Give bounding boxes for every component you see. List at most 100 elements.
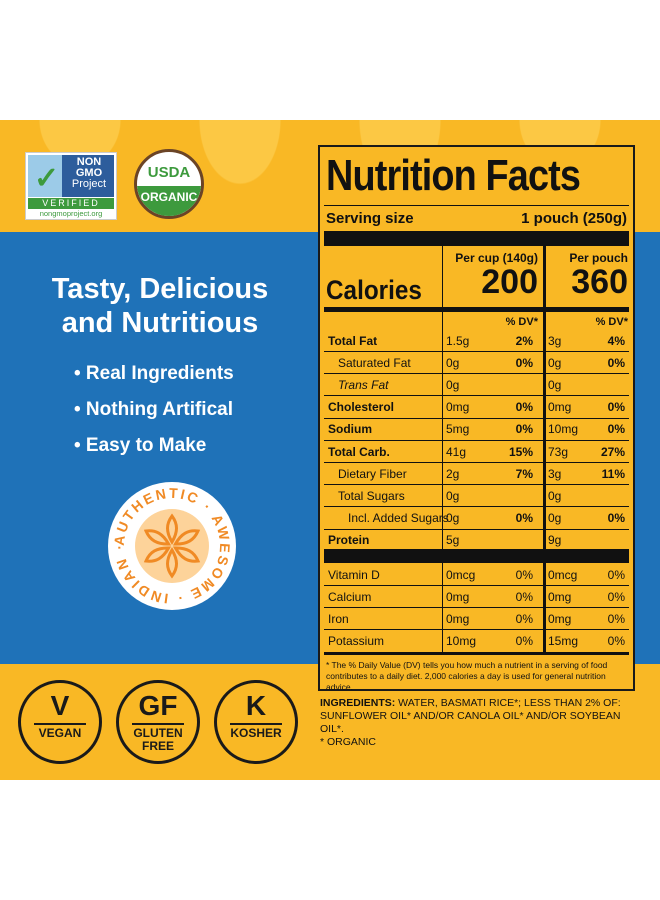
dv-header: % DV*	[505, 316, 538, 328]
nutrient-row: Total Fat 1.5g 2% 3g 4%	[324, 330, 629, 352]
nutrient-name: Incl. Added Sugars	[348, 511, 449, 526]
nutrient-row: Vitamin D 0mcg 0% 0mcg 0%	[324, 564, 629, 586]
nutrient-row: Sodium 5mg 0% 10mg 0%	[324, 419, 629, 441]
nutrient-value: 0%	[515, 589, 533, 604]
nutrient-name: Trans Fat	[338, 377, 389, 392]
nutrient-name: Saturated Fat	[338, 355, 411, 370]
calories-per-pouch: 360	[571, 263, 628, 301]
nutrient-name: Total Fat	[328, 333, 378, 348]
nutrient-value: 9g	[548, 533, 562, 548]
nutrient-name: Sodium	[328, 422, 372, 437]
nutrient-value: 0mg	[548, 400, 572, 415]
nutrient-value: 7%	[515, 466, 533, 481]
feature-item: • Real Ingredients	[74, 363, 234, 384]
nutrient-value: 0%	[515, 422, 533, 437]
nutrient-value: 41g	[446, 444, 467, 459]
nutrient-value: 4%	[607, 333, 625, 348]
gluten-free-icon: GF GLUTEN FREE	[116, 680, 200, 764]
nutrient-value: 0%	[607, 589, 625, 604]
nutrient-value: 15%	[508, 444, 533, 459]
nutrient-value: 0%	[515, 355, 533, 370]
nutrient-value: 0%	[515, 511, 533, 526]
nutrition-title: Nutrition Facts	[326, 151, 581, 200]
headline-line: Tasty, Delicious	[51, 273, 269, 305]
nutrient-value: 0%	[515, 567, 533, 582]
nutrient-value: 0g	[446, 355, 460, 370]
nutrient-row: Dietary Fiber 2g 7% 3g 11%	[324, 463, 629, 486]
nutrient-value: 0g	[446, 511, 460, 526]
kosher-icon: K KOSHER	[214, 680, 298, 764]
nutrient-value: 0%	[607, 567, 625, 582]
nutrient-value: 0mg	[446, 611, 470, 626]
nutrient-value: 0%	[515, 611, 533, 626]
badge-center	[135, 509, 209, 583]
nutrient-value: 0mg	[548, 611, 572, 626]
nutrition-facts-panel: Nutrition Facts Serving size 1 pouch (250…	[318, 145, 635, 692]
logo-text: Project	[71, 178, 107, 190]
nutrient-value: 3g	[548, 466, 562, 481]
nutrient-row: Calcium 0mg 0% 0mg 0%	[324, 586, 629, 609]
feature-item: • Nothing Artifical	[74, 399, 233, 420]
nutrient-value: 10mg	[446, 634, 477, 649]
nutrient-row: Trans Fat 0g 0g	[324, 374, 629, 397]
dv-header: % DV*	[595, 316, 628, 328]
nutrient-name: Cholesterol	[328, 400, 395, 415]
serving-size: Serving size 1 pouch (250g)	[326, 210, 627, 227]
nutrient-value: 0mcg	[446, 567, 476, 582]
non-gmo-verified-logo: ✓ NON GMO Project VERIFIED nongmoproject.o…	[25, 152, 117, 220]
ingredients-note: * ORGANIC	[320, 736, 377, 748]
nutrient-name: Total Sugars	[338, 488, 405, 503]
nutrient-value: 0g	[446, 488, 460, 503]
nutrient-value: 0%	[607, 611, 625, 626]
feature-list: • Real Ingredients • Nothing Artifical •…	[74, 356, 234, 464]
nutrient-value: 0mcg	[548, 567, 578, 582]
headline-line: and Nutritious	[61, 307, 259, 339]
feature-item: • Easy to Make	[74, 435, 207, 456]
calories-label: Calories	[326, 275, 422, 305]
nutrient-value: 0%	[607, 511, 625, 526]
logo-verified: VERIFIED	[28, 198, 114, 209]
nutrient-value: 2%	[515, 333, 533, 348]
nutrient-row: Total Sugars 0g 0g	[324, 485, 629, 508]
nutrient-value: 0mg	[548, 589, 572, 604]
nutrient-value: 0g	[548, 377, 562, 392]
nutrient-value: 3g	[548, 333, 562, 348]
nutrient-value: 5mg	[446, 422, 470, 437]
nutrient-value: 27%	[600, 444, 625, 459]
nutrient-value: 0%	[607, 355, 625, 370]
nutrient-name: Vitamin D	[328, 567, 380, 582]
nutrient-name: Calcium	[328, 589, 372, 604]
usda-organic-logo: USDA ORGANIC	[134, 149, 204, 219]
nutrient-value: 0g	[548, 488, 562, 503]
per-pouch-header: Per pouch	[569, 251, 628, 265]
organic-text: ORGANIC	[137, 186, 201, 216]
calories-per-cup: 200	[481, 263, 538, 301]
nutrient-value: 0%	[515, 634, 533, 649]
butterfly-leaf-icon: ✓	[34, 162, 60, 195]
nutrient-value: 2g	[446, 466, 460, 481]
nutrient-name: Protein	[328, 533, 370, 548]
headline: Tasty, Delicious and Nutritious	[0, 272, 320, 340]
nutrient-row: Iron 0mg 0% 0mg 0%	[324, 608, 629, 631]
logo-text: NON	[76, 156, 102, 168]
nutrient-value: 0%	[607, 634, 625, 649]
nutrient-name: Potassium	[328, 634, 385, 649]
nutrient-row: Total Carb. 41g 15% 73g 27%	[324, 441, 629, 463]
usda-text: USDA	[147, 164, 191, 181]
logo-text: GMO	[75, 167, 103, 179]
nutrient-row: Cholesterol 0mg 0% 0mg 0%	[324, 397, 629, 419]
ingredients: INGREDIENTS: WATER, BASMATI RICE*; LESS …	[320, 697, 640, 749]
nutrient-value: 1.5g	[446, 333, 470, 348]
dv-footnote: * The % Daily Value (DV) tells you how m…	[326, 660, 608, 692]
nutrient-value: 0g	[548, 355, 562, 370]
nutrient-row: Saturated Fat 0g 0% 0g 0%	[324, 352, 629, 375]
ingredients-text: WATER, BASMATI RICE*; LESS THAN 2% OF: S…	[320, 697, 621, 735]
ingredients-label: INGREDIENTS:	[320, 697, 396, 709]
logo-url: nongmoproject.org	[39, 209, 103, 218]
nutrient-row: Potassium 10mg 0% 15mg 0%	[324, 631, 629, 653]
nutrient-value: 0%	[515, 400, 533, 415]
nutrient-value: 0g	[548, 511, 562, 526]
nutrient-value: 0%	[607, 400, 625, 415]
nutrient-name: Iron	[328, 611, 349, 626]
nutrient-value: 0%	[607, 422, 625, 437]
